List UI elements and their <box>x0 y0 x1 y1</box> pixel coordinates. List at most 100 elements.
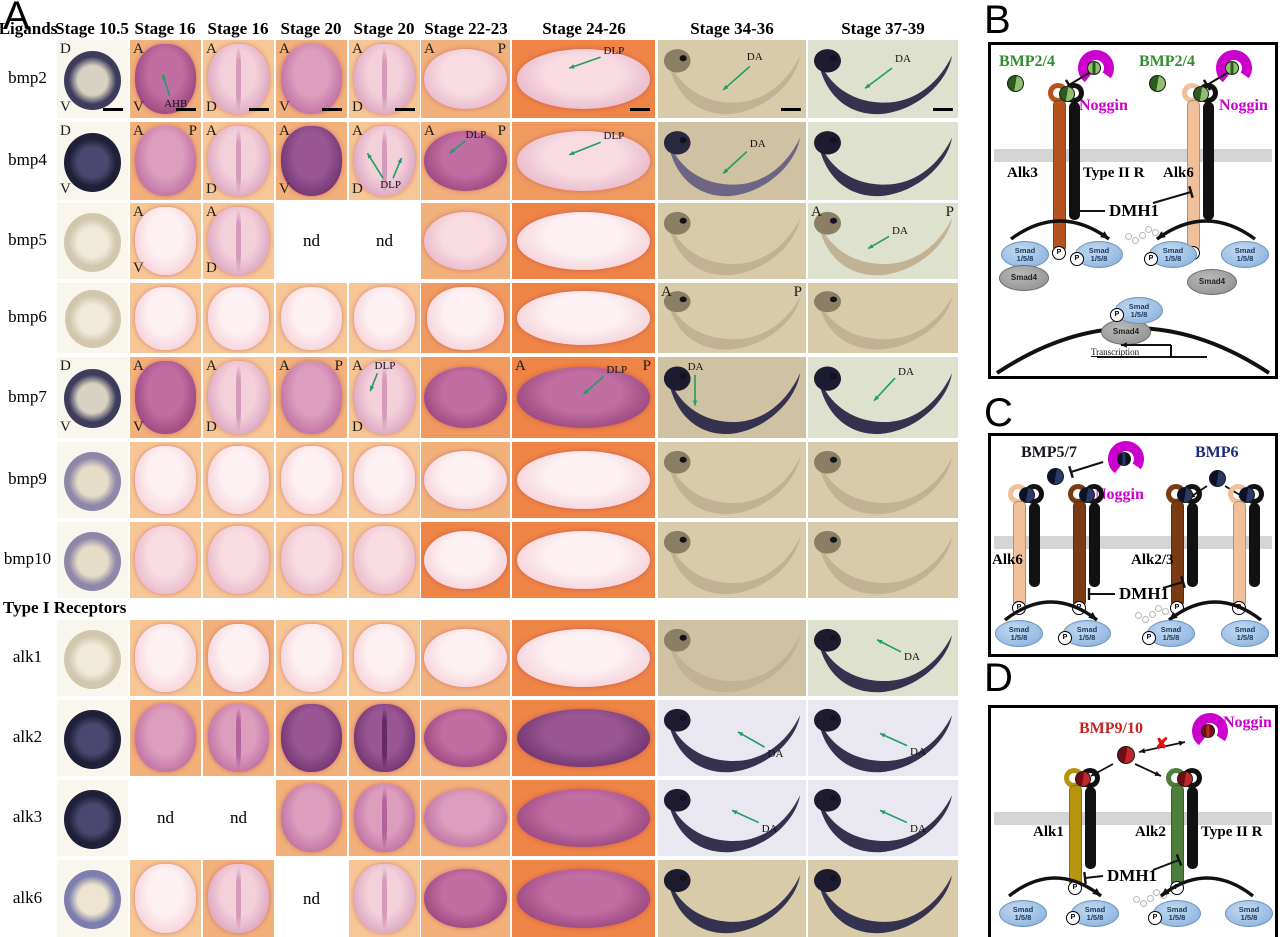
orientation-label: A <box>206 123 217 139</box>
p-circle: P <box>1052 246 1066 260</box>
embryo-cell <box>203 442 274 518</box>
membrane <box>994 536 1272 549</box>
molecule-dots <box>1147 895 1154 902</box>
embryo-cell <box>57 442 128 518</box>
embryo-stripe <box>236 706 242 770</box>
annotation-label: DA <box>767 747 784 760</box>
embryo-stripe <box>382 46 388 112</box>
embryo-cell <box>57 620 128 696</box>
embryo-disc <box>64 629 121 689</box>
embryo-cell: DA <box>808 40 958 118</box>
embryo-cell <box>512 860 655 937</box>
embryo-disc <box>64 290 121 349</box>
embryo-image <box>134 863 197 934</box>
embryo-cell <box>276 283 347 353</box>
molecule-dots <box>1162 608 1169 615</box>
ligand-label: BMP2/4 <box>999 53 1055 70</box>
embryo-cell <box>130 700 201 776</box>
embryo-image <box>134 286 197 350</box>
scale-bar <box>103 107 123 111</box>
scale-bar <box>781 107 801 111</box>
tadpole-embryo <box>814 291 952 350</box>
orientation-label: A <box>279 41 290 57</box>
embryo-cell <box>421 283 510 353</box>
ligand-dispatch-arrow <box>1134 763 1162 777</box>
type2-receptor-label: Type II R <box>1201 824 1263 840</box>
orientation-label: D <box>206 99 217 115</box>
free-ligand-ball <box>1117 746 1135 764</box>
receptor-label-alk3: Alk3 <box>1007 165 1038 181</box>
embryo-cell <box>512 780 655 856</box>
ligand-ball <box>1239 487 1255 503</box>
annotation-arrow <box>879 809 908 824</box>
embryo-cell <box>349 620 420 696</box>
smad-oval: Smad 1/5/8 <box>1001 241 1049 268</box>
orientation-label: A <box>811 204 822 220</box>
embryo-image <box>517 629 650 687</box>
embryo-cell <box>421 620 510 696</box>
embryo-image <box>353 445 416 515</box>
row-label: bmp10 <box>3 549 52 568</box>
embryo-image <box>424 212 507 270</box>
ligand-ball <box>1079 487 1095 503</box>
embryo-image <box>280 445 343 515</box>
embryo-cell <box>808 522 958 598</box>
orientation-label: V <box>133 260 144 276</box>
embryo-cell <box>203 860 274 937</box>
tadpole-embryo <box>663 450 801 515</box>
embryo-image <box>427 286 504 350</box>
nd-text: nd <box>376 231 393 250</box>
smad-oval: Smad 1/5/8 P <box>1110 297 1163 324</box>
embryo-cell <box>276 620 347 696</box>
type2-receptor-cap <box>1244 484 1264 504</box>
orientation-label: A <box>352 41 363 57</box>
embryo-cell <box>130 860 201 937</box>
orientation-label: D <box>60 123 71 139</box>
dmh1-inhibition <box>1152 185 1194 204</box>
ligand-ball <box>1019 487 1035 503</box>
smad-oval: Smad 1/5/8 P <box>1070 241 1123 268</box>
embryo-image <box>517 531 650 589</box>
annotation-arrow <box>366 152 384 179</box>
row-label: bmp2 <box>8 68 47 87</box>
embryo-cell: DA <box>658 122 806 200</box>
dmh1-label: DMH1 <box>1109 201 1160 220</box>
embryo-image <box>134 525 197 595</box>
embryo-image <box>353 286 416 350</box>
annotation-label: DLP <box>374 360 396 373</box>
molecule-dots <box>1125 233 1132 240</box>
annotation-label: DA <box>910 823 926 836</box>
nd-text: nd <box>157 808 174 827</box>
p-circle: P <box>1148 911 1162 925</box>
embryo-image <box>517 49 650 109</box>
ligand-label-bmp57: BMP5/7 <box>1021 444 1077 461</box>
p-circle: P <box>1110 308 1124 322</box>
embryo-cell <box>57 780 128 856</box>
annotation-arrow <box>731 809 759 824</box>
embryo-cell <box>421 700 510 776</box>
scale-bar <box>322 107 342 111</box>
embryo-cell: DA <box>658 700 806 776</box>
embryo-cell <box>658 522 806 598</box>
row-label: alk2 <box>12 727 43 746</box>
tadpole-embryo <box>814 628 952 693</box>
annotation-arrow <box>448 140 466 154</box>
embryo-cell <box>57 522 128 598</box>
nd-cell: nd <box>130 780 201 856</box>
embryo-image <box>280 623 343 693</box>
orientation-label: V <box>60 181 71 197</box>
embryo-cell: DA <box>658 40 806 118</box>
embryo-stripe <box>382 866 388 931</box>
embryo-stripe <box>236 866 242 931</box>
embryo-cell <box>349 283 420 353</box>
molecule-dots <box>1149 611 1156 618</box>
embryo-image <box>353 623 416 693</box>
embryo-stripe <box>382 128 388 194</box>
orientation-label: P <box>945 204 954 220</box>
free-ligand-ball <box>1149 75 1166 92</box>
tadpole-embryo <box>814 530 952 595</box>
embryo-cell <box>421 522 510 598</box>
